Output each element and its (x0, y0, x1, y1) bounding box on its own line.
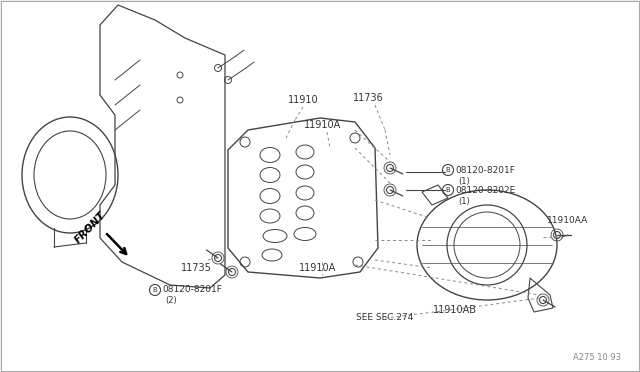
Text: 11735: 11735 (180, 263, 211, 273)
Text: 08120-8202E: 08120-8202E (455, 186, 515, 195)
Text: 11910AA: 11910AA (547, 215, 589, 224)
Text: 11910A: 11910A (305, 120, 342, 130)
Text: 08120-8201F: 08120-8201F (455, 166, 515, 174)
Text: B: B (152, 287, 157, 293)
Text: 08120-8201F: 08120-8201F (162, 285, 222, 295)
Text: 11910A: 11910A (300, 263, 337, 273)
Text: B: B (445, 167, 451, 173)
Text: B: B (445, 187, 451, 193)
Text: SEE SEC.274: SEE SEC.274 (356, 314, 413, 323)
Text: (1): (1) (458, 176, 470, 186)
Text: 11910AB: 11910AB (433, 305, 477, 315)
Text: 11910: 11910 (288, 95, 318, 105)
Text: (2): (2) (165, 296, 177, 305)
Text: 11736: 11736 (353, 93, 383, 103)
Text: FRONT: FRONT (72, 210, 108, 246)
Text: A275 10 93: A275 10 93 (573, 353, 621, 362)
Text: (1): (1) (458, 196, 470, 205)
